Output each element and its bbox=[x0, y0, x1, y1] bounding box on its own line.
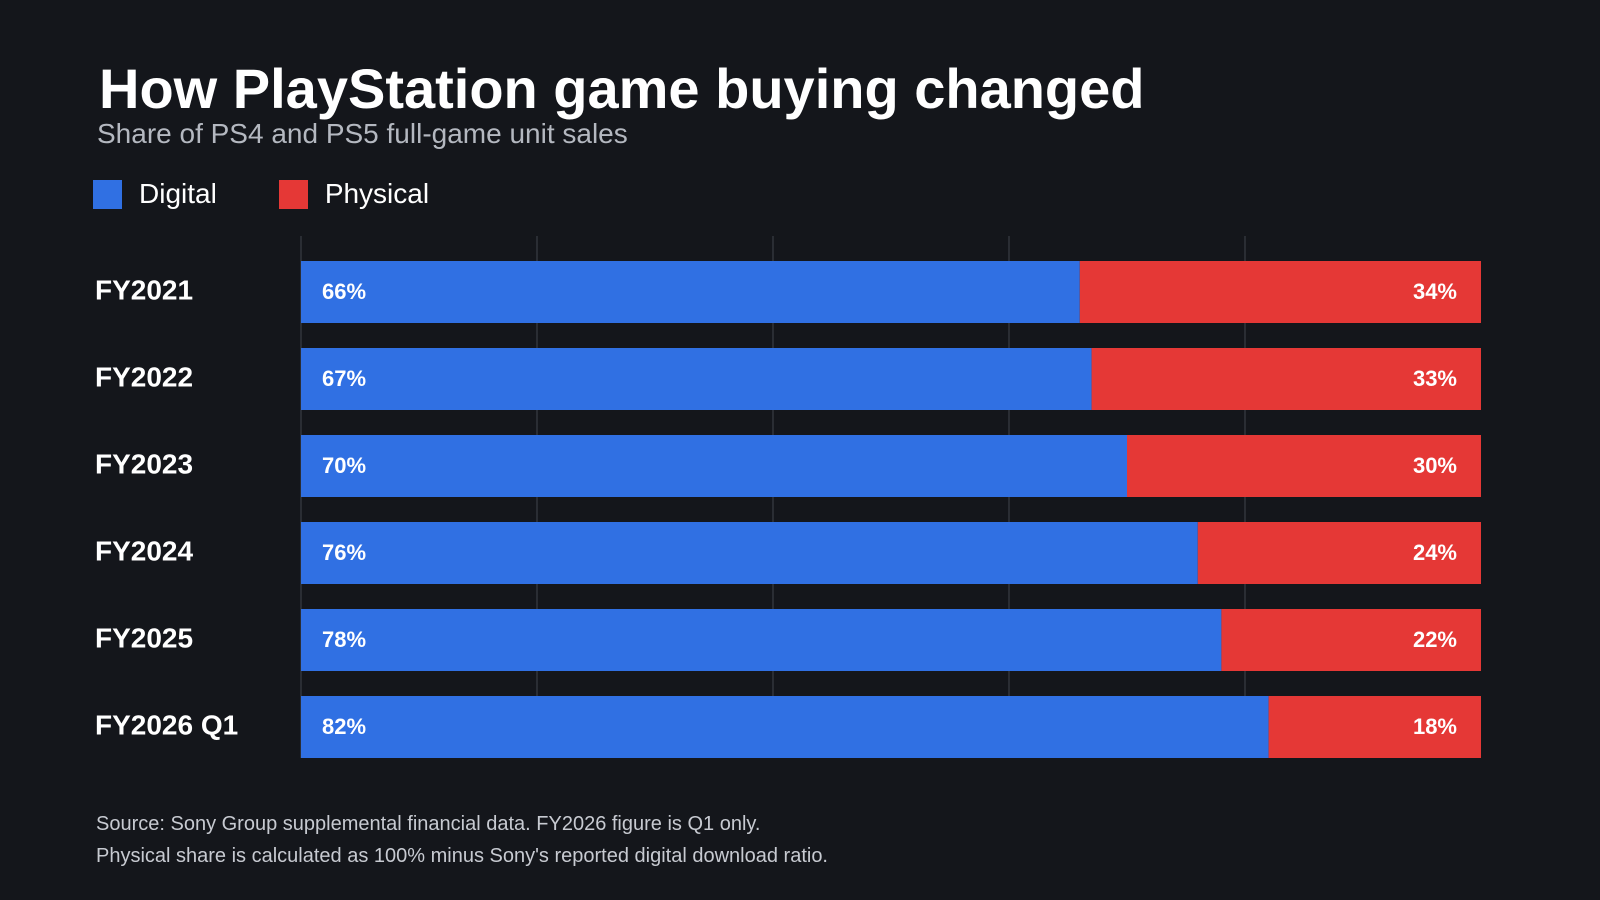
bar-segment-digital bbox=[301, 348, 1092, 410]
bar-segment-physical bbox=[1268, 696, 1481, 758]
bar-segment-digital bbox=[301, 696, 1269, 758]
bar-segment-digital bbox=[301, 435, 1127, 497]
data-label-physical: 34% bbox=[1413, 279, 1457, 304]
category-label: FY2023 bbox=[95, 448, 193, 479]
data-label-physical: 22% bbox=[1413, 627, 1457, 652]
legend-swatch-digital bbox=[93, 179, 122, 209]
category-label: FY2022 bbox=[95, 361, 193, 392]
chart-footer: Source: Sony Group supplemental financia… bbox=[96, 808, 828, 872]
data-label-physical: 18% bbox=[1413, 714, 1457, 739]
bar-segment-physical bbox=[1079, 261, 1481, 323]
data-label-digital: 82% bbox=[322, 714, 366, 739]
bar-segment-physical bbox=[1221, 609, 1481, 671]
data-label-physical: 24% bbox=[1413, 540, 1457, 565]
data-label-digital: 78% bbox=[322, 627, 366, 652]
data-label-physical: 30% bbox=[1413, 453, 1457, 478]
category-label: FY2024 bbox=[95, 535, 193, 566]
legend-label-digital: Digital bbox=[139, 178, 217, 209]
bar-segment-physical bbox=[1197, 522, 1481, 584]
bar-segment-digital bbox=[301, 609, 1222, 671]
bar-segment-physical bbox=[1091, 348, 1481, 410]
bar-segment-digital bbox=[301, 261, 1080, 323]
legend: Digital Physical bbox=[93, 178, 491, 210]
method-note: Physical share is calculated as 100% min… bbox=[96, 845, 828, 867]
source-note: Source: Sony Group supplemental financia… bbox=[96, 813, 761, 835]
data-label-digital: 66% bbox=[322, 279, 366, 304]
legend-item-digital: Digital bbox=[93, 178, 217, 210]
data-label-digital: 67% bbox=[322, 366, 366, 391]
category-label: FY2026 Q1 bbox=[95, 709, 238, 740]
category-label: FY2021 bbox=[95, 274, 193, 305]
legend-label-physical: Physical bbox=[324, 178, 430, 209]
bar-segment-digital bbox=[301, 522, 1198, 584]
data-label-physical: 33% bbox=[1413, 366, 1457, 391]
bar-segment-physical bbox=[1127, 435, 1481, 497]
chart-title: How PlayStation game buying changed bbox=[99, 57, 1145, 120]
chart-subtitle: Share of PS4 and PS5 full-game unit sale… bbox=[97, 118, 628, 149]
legend-item-physical: Physical bbox=[278, 178, 430, 210]
category-label: FY2025 bbox=[95, 622, 193, 653]
data-label-digital: 70% bbox=[322, 453, 366, 478]
data-label-digital: 76% bbox=[322, 540, 366, 565]
legend-swatch-physical bbox=[278, 179, 308, 209]
